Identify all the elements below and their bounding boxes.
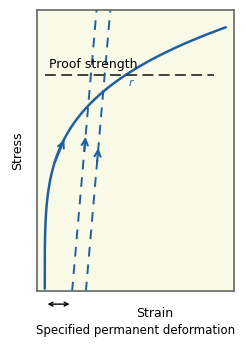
Text: Proof strength: Proof strength [49, 58, 137, 71]
Text: Stress: Stress [11, 132, 24, 170]
Text: Specified permanent deformation: Specified permanent deformation [36, 324, 235, 337]
Text: Strain: Strain [137, 307, 173, 320]
Text: r: r [128, 78, 133, 88]
